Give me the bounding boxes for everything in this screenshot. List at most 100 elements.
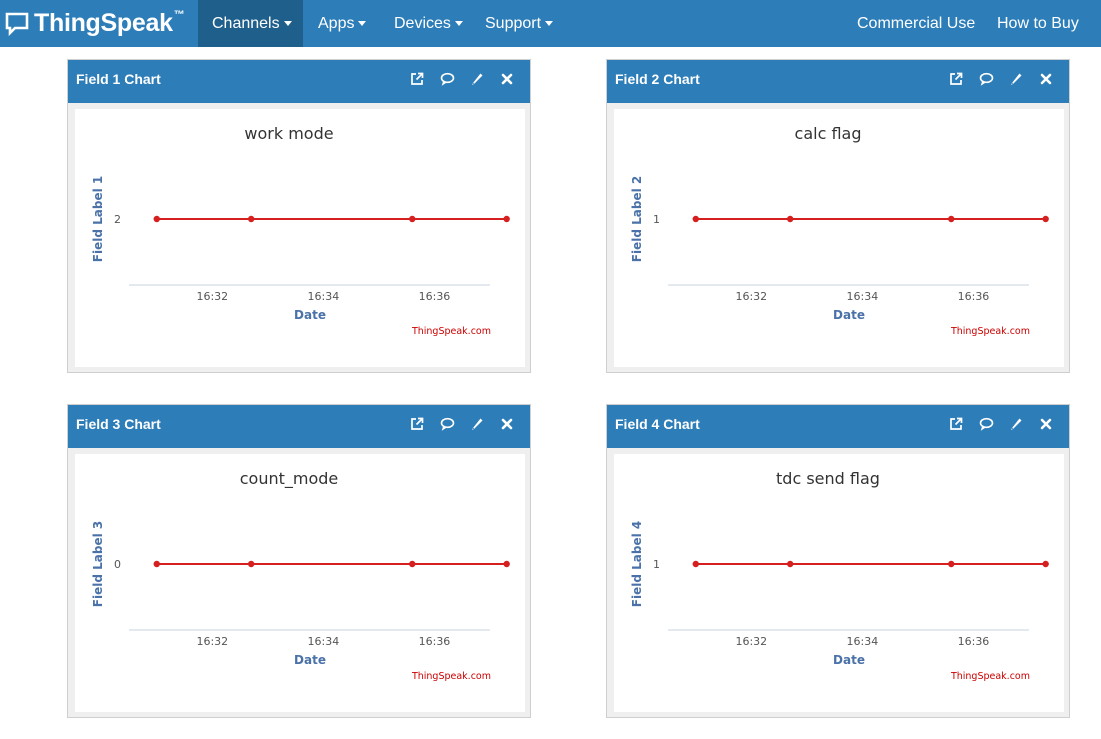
close-icon[interactable] [498, 415, 516, 433]
y-axis-title: Field Label 2 [630, 176, 644, 262]
x-tick-label: 16:36 [958, 290, 990, 303]
x-tick-label: 16:36 [419, 635, 451, 648]
panel-title: Field 3 Chart [76, 416, 161, 432]
line-chart: calc flag Field Label 2 1 16:32 16:34 16:36 Da… [630, 124, 1049, 337]
data-point [786, 560, 794, 568]
panel-title: Field 4 Chart [615, 416, 700, 432]
x-tick-label: 16:32 [735, 635, 767, 648]
line-chart: work mode Field Label 1 2 16:32 16:34 16:36 Da… [91, 124, 510, 337]
nav-apps-label: Apps [318, 15, 355, 32]
nav-devices-label: Devices [394, 15, 451, 32]
brand-logo[interactable]: ThingSpeak ™ [4, 0, 185, 47]
comment-icon[interactable] [438, 415, 456, 433]
data-point [948, 215, 955, 223]
panel-actions [947, 405, 1055, 443]
close-icon[interactable] [1037, 70, 1055, 88]
data-point [409, 560, 416, 568]
x-tick-label: 16:32 [196, 290, 228, 303]
external-link-icon[interactable] [408, 70, 426, 88]
data-point [503, 215, 510, 223]
chart-area: tdc send flag Field Label 4 1 16:32 16:34 16:… [614, 454, 1064, 712]
nav-commercial-use[interactable]: Commercial Use [857, 0, 975, 47]
nav-how-to-buy-label: How to Buy [997, 15, 1079, 32]
nav-channels[interactable]: Channels [198, 0, 303, 47]
brand-name: ThingSpeak [34, 9, 173, 37]
panel-header: Field 1 Chart [68, 60, 530, 103]
y-axis-title: Field Label 1 [91, 176, 105, 262]
top-navbar: ThingSpeak ™ Channels Apps Devices Suppo… [0, 0, 1101, 47]
x-tick-label: 16:36 [958, 635, 990, 648]
chart-title: calc flag [795, 124, 862, 143]
chart-title: count_mode [240, 469, 339, 489]
x-axis-title: Date [833, 308, 865, 322]
data-point [948, 560, 955, 568]
pencil-icon[interactable] [1007, 70, 1025, 88]
nav-commercial-use-label: Commercial Use [857, 15, 976, 32]
nav-how-to-buy[interactable]: How to Buy [997, 0, 1079, 47]
chevron-down-icon [454, 21, 463, 27]
data-point [409, 215, 416, 223]
nav-apps[interactable]: Apps [318, 0, 367, 47]
chart-credit: ThingSpeak.com [950, 671, 1030, 682]
y-axis-title: Field Label 3 [91, 521, 105, 607]
nav-devices[interactable]: Devices [394, 0, 463, 47]
data-point [786, 215, 794, 223]
y-tick-label: 1 [653, 213, 660, 226]
x-tick-label: 16:34 [847, 290, 879, 303]
x-axis-title: Date [833, 653, 865, 667]
line-chart: count_mode Field Label 3 0 16:32 16:34 16:36 D… [91, 469, 510, 682]
y-tick-label: 0 [114, 558, 121, 571]
panel-actions [408, 405, 516, 443]
chart-panel-field-2: Field 2 Chart calc flag Field Label 2 1 16:… [606, 59, 1070, 373]
nav-support-label: Support [485, 15, 542, 32]
chart-title: tdc send flag [776, 469, 880, 488]
y-tick-label: 2 [114, 213, 121, 226]
y-tick-label: 1 [653, 558, 660, 571]
x-tick-label: 16:36 [419, 290, 451, 303]
chart-area: count_mode Field Label 3 0 16:32 16:34 16:36 D… [75, 454, 525, 712]
x-tick-label: 16:34 [847, 635, 879, 648]
panel-actions [408, 60, 516, 98]
data-point [153, 215, 160, 223]
chevron-down-icon [358, 21, 367, 27]
panel-header: Field 3 Chart [68, 405, 530, 448]
chart-title: work mode [244, 124, 333, 143]
x-tick-label: 16:34 [308, 635, 340, 648]
nav-channels-label: Channels [212, 15, 280, 32]
data-point [247, 215, 255, 223]
external-link-icon[interactable] [408, 415, 426, 433]
pencil-icon[interactable] [468, 415, 486, 433]
nav-support[interactable]: Support [485, 0, 554, 47]
pencil-icon[interactable] [468, 70, 486, 88]
speech-bubble-icon [5, 12, 29, 36]
chart-area: calc flag Field Label 2 1 16:32 16:34 16:36 Da… [614, 109, 1064, 367]
panel-title: Field 1 Chart [76, 71, 161, 87]
x-tick-label: 16:32 [196, 635, 228, 648]
brand-trademark: ™ [173, 9, 185, 21]
chart-panel-field-4: Field 4 Chart tdc send flag Field Label 4… [606, 404, 1070, 718]
close-icon[interactable] [498, 70, 516, 88]
comment-icon[interactable] [977, 70, 995, 88]
x-tick-label: 16:32 [735, 290, 767, 303]
chart-panel-field-1: Field 1 Chart work mode Field Label 1 2 16:… [67, 59, 531, 373]
comment-icon[interactable] [977, 415, 995, 433]
panel-actions [947, 60, 1055, 98]
data-point [153, 560, 160, 568]
panel-title: Field 2 Chart [615, 71, 700, 87]
x-tick-label: 16:34 [308, 290, 340, 303]
external-link-icon[interactable] [947, 70, 965, 88]
panel-header: Field 4 Chart [607, 405, 1069, 448]
y-axis-title: Field Label 4 [630, 521, 644, 607]
pencil-icon[interactable] [1007, 415, 1025, 433]
close-icon[interactable] [1037, 415, 1055, 433]
data-point [692, 560, 699, 568]
chart-panel-field-3: Field 3 Chart count_mode Field Label 3 0 16… [67, 404, 531, 718]
chart-area: work mode Field Label 1 2 16:32 16:34 16:36 Da… [75, 109, 525, 367]
comment-icon[interactable] [438, 70, 456, 88]
x-axis-title: Date [294, 308, 326, 322]
chart-credit: ThingSpeak.com [950, 326, 1030, 337]
external-link-icon[interactable] [947, 415, 965, 433]
data-point [503, 560, 510, 568]
chevron-down-icon [545, 21, 554, 27]
data-point [247, 560, 255, 568]
